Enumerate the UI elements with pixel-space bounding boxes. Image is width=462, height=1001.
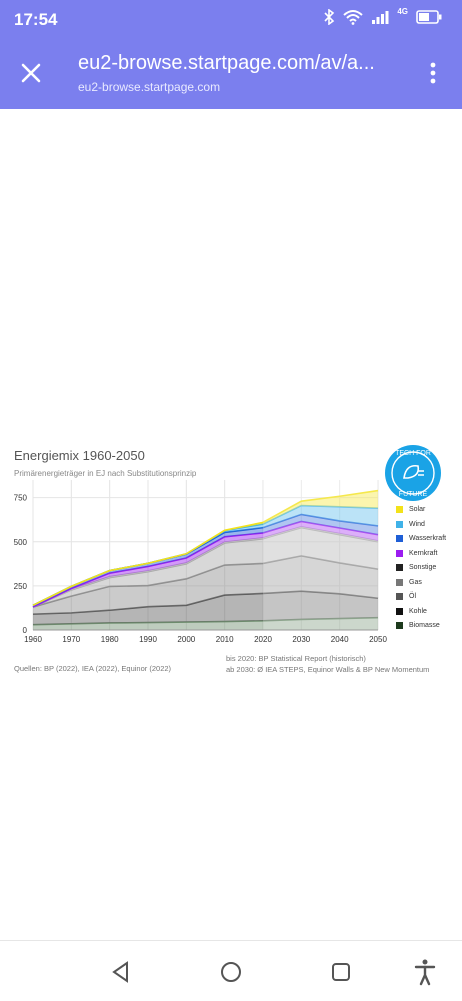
legend-label: Solar — [409, 506, 426, 513]
x-tick-label: 2020 — [254, 635, 272, 644]
source-note-left: Quellen: BP (2022), IEA (2022), Equinor … — [14, 664, 172, 673]
x-tick-label: 2030 — [292, 635, 310, 644]
legend-label: Wind — [409, 520, 425, 528]
y-tick-label: 500 — [14, 538, 28, 547]
area-öl — [33, 555, 378, 615]
back-icon[interactable] — [106, 957, 136, 987]
x-tick-label: 2000 — [177, 635, 195, 644]
area-kohle — [33, 591, 378, 625]
legend-item-biomasse: Biomasse — [396, 622, 440, 629]
legend-swatch — [396, 578, 403, 586]
network-type-label: 4G — [397, 6, 408, 16]
tech-for-future-badge: TECH FOR FUTURE — [384, 444, 442, 502]
area-solar — [33, 490, 378, 606]
status-icons: 4G — [323, 6, 442, 25]
series-line-solar — [32, 489, 379, 607]
legend-swatch — [396, 520, 403, 528]
x-tick-label: 2040 — [331, 635, 349, 644]
energy-mix-chart: 1960 1970 1980 1990 2000 2010 2020 2030 2040 2050… — [14, 480, 387, 644]
legend-label: Kohle — [409, 607, 427, 615]
legend-label: Biomasse — [409, 622, 440, 629]
legend-item-öl: Öl — [396, 593, 416, 600]
area-kernkraft — [33, 521, 378, 608]
signal-icon — [371, 9, 389, 25]
legend-label: Kernkraft — [409, 549, 438, 557]
badge-bottom-text: FUTURE — [399, 491, 428, 498]
x-tick-label: 1970 — [62, 635, 80, 644]
legend-item-gas: Gas — [396, 578, 422, 586]
legend-label: Wasserkraft — [409, 535, 447, 542]
series-line-öl — [32, 555, 379, 608]
accessibility-icon[interactable] — [410, 957, 440, 987]
y-tick-label: 750 — [14, 494, 28, 503]
legend-item-kohle: Kohle — [396, 607, 427, 615]
source-note-line-1: bis 2020: BP Statistical Report (histori… — [226, 654, 366, 663]
badge-top-text: TECH FOR — [395, 450, 431, 457]
legend-swatch — [396, 506, 403, 513]
legend-swatch — [396, 564, 403, 571]
legend-item-wind: Wind — [396, 520, 425, 528]
x-tick-label: 1980 — [101, 635, 119, 644]
legend-swatch — [396, 535, 403, 542]
y-tick-label: 250 — [14, 582, 28, 591]
x-tick-label: 2010 — [216, 635, 234, 644]
bluetooth-icon — [323, 9, 335, 25]
legend-swatch — [396, 549, 403, 557]
legend-label: Öl — [409, 593, 416, 600]
url-title[interactable]: eu2-browse.startpage.com/av/a... — [78, 52, 375, 74]
area-gas — [33, 527, 378, 608]
legend-swatch — [396, 607, 403, 615]
area-wind — [33, 505, 378, 606]
chart-subtitle: Primärenergieträger in EJ nach Substitut… — [14, 469, 197, 478]
series-line-kernkraft — [32, 520, 379, 608]
x-tick-label: 1990 — [139, 635, 157, 644]
series-line-kohle — [32, 590, 379, 615]
more-options-icon[interactable] — [424, 60, 442, 86]
legend-item-wasserkraft: Wasserkraft — [396, 535, 446, 542]
x-tick-label: 2050 — [369, 635, 387, 644]
series-line-biomasse — [32, 616, 379, 626]
forecast-shade — [263, 480, 378, 630]
home-icon[interactable] — [216, 957, 246, 987]
source-note-right: bis 2020: BP Statistical Report (histori… — [226, 653, 429, 675]
series-line-sonstige — [32, 525, 379, 608]
recents-icon[interactable] — [326, 957, 356, 987]
browser-toolbar: 17:54 4G eu2-browse.startpage.com/av/a..… — [0, 0, 462, 109]
legend-label: Gas — [409, 578, 422, 586]
wifi-icon — [343, 9, 363, 25]
system-navigation-bar — [0, 940, 462, 1001]
legend-item-solar: Solar — [396, 506, 425, 513]
legend-swatch — [396, 622, 403, 629]
legend-label: Sonstige — [409, 564, 437, 571]
close-icon[interactable] — [18, 60, 44, 86]
source-note-line-2: ab 2030: Ø IEA STEPS, Equinor Walls & BP… — [226, 665, 430, 674]
area-biomasse — [33, 617, 378, 630]
status-time: 17:54 — [14, 10, 58, 29]
legend-item-sonstige: Sonstige — [396, 564, 436, 571]
x-tick-label: 1960 — [24, 635, 42, 644]
chart-title: Energiemix 1960-2050 — [14, 448, 145, 463]
area-wasserkraft — [33, 514, 378, 608]
url-domain: eu2-browse.startpage.com — [78, 80, 221, 94]
battery-icon — [416, 10, 442, 24]
legend-swatch — [396, 593, 403, 600]
y-tick-label: 0 — [23, 626, 28, 635]
legend-item-kernkraft: Kernkraft — [396, 549, 438, 557]
